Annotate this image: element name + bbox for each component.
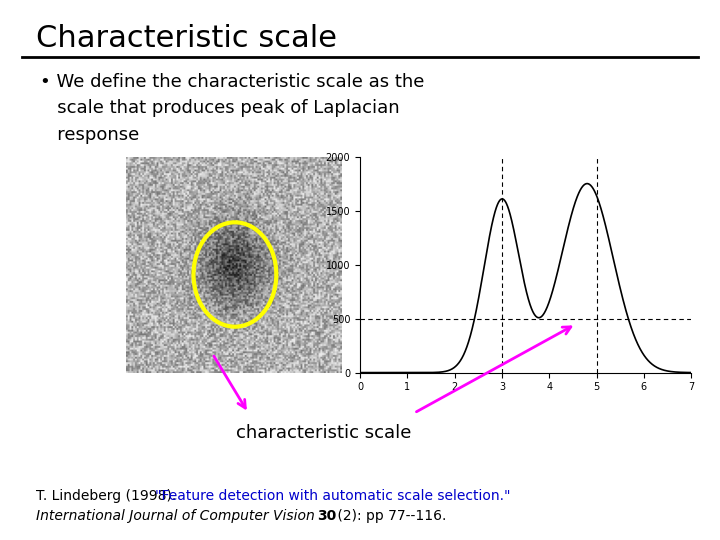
Text: characteristic scale: characteristic scale xyxy=(236,424,412,442)
Text: T. Lindeberg (1998).: T. Lindeberg (1998). xyxy=(36,489,181,503)
Text: International Journal of Computer Vision: International Journal of Computer Vision xyxy=(36,509,319,523)
Text: 30: 30 xyxy=(317,509,336,523)
Text: • We define the characteristic scale as the
   scale that produces peak of Lapla: • We define the characteristic scale as … xyxy=(40,73,424,144)
Text: (2): pp 77--116.: (2): pp 77--116. xyxy=(333,509,446,523)
Text: "Feature detection with automatic scale selection.": "Feature detection with automatic scale … xyxy=(155,489,510,503)
Text: Characteristic scale: Characteristic scale xyxy=(36,24,337,53)
